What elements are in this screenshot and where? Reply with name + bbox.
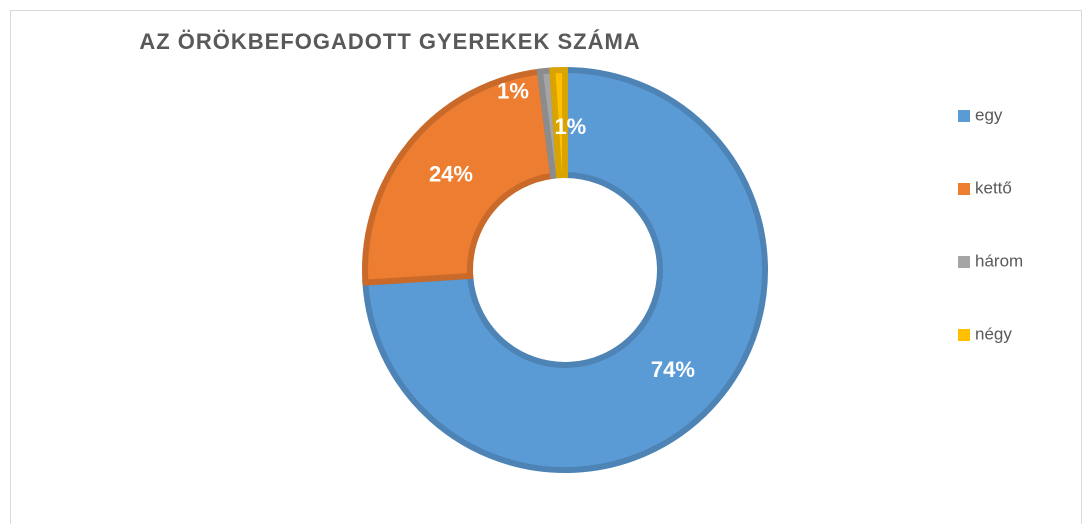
legend-label: kettő	[975, 178, 1012, 197]
value-label: 74%	[651, 357, 695, 382]
chart-frame	[10, 10, 1082, 524]
chart-title: AZ ÖRÖKBEFOGADOTT GYEREKEK SZÁMA	[139, 29, 640, 54]
donut-slice	[362, 68, 557, 286]
legend-swatch	[958, 256, 970, 268]
legend-swatch	[958, 183, 970, 195]
legend-swatch	[958, 110, 970, 122]
value-label: 1%	[554, 114, 586, 139]
value-label: 1%	[497, 78, 529, 103]
donut-slice	[549, 66, 568, 179]
legend-swatch	[958, 329, 970, 341]
legend-label: egy	[975, 105, 1003, 124]
legend-label: négy	[975, 324, 1012, 343]
donut-slice	[362, 66, 768, 473]
legend-label: három	[975, 251, 1023, 270]
value-label: 24%	[429, 161, 473, 186]
